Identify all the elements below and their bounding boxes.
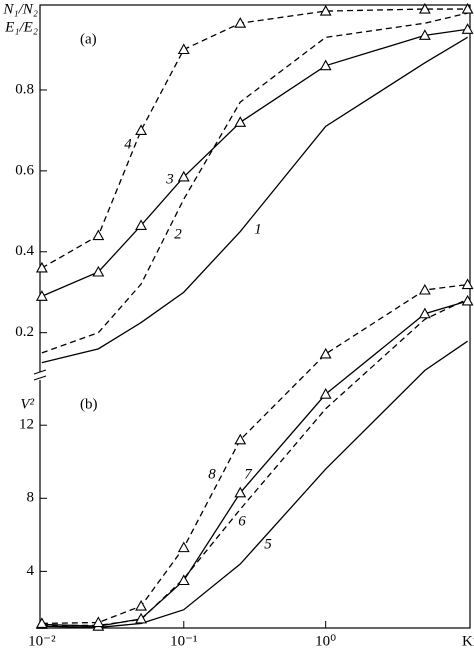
x-tick-label: 10⁻¹ xyxy=(170,633,197,649)
marker xyxy=(92,616,105,628)
series-line xyxy=(41,283,468,625)
plot-frame xyxy=(39,4,471,629)
series-line xyxy=(41,28,468,297)
marker xyxy=(418,307,431,319)
panel-label: (a) xyxy=(80,31,97,47)
marker xyxy=(461,294,474,306)
marker xyxy=(35,290,48,301)
series-label: 3 xyxy=(165,171,174,187)
marker xyxy=(135,219,147,231)
series-line xyxy=(41,340,468,629)
marker xyxy=(35,261,48,273)
series-line xyxy=(41,36,468,364)
series-line xyxy=(41,300,468,627)
marker xyxy=(319,388,332,399)
series-label: 5 xyxy=(264,536,272,552)
series-label: 6 xyxy=(238,513,246,529)
marker xyxy=(234,486,247,498)
marker xyxy=(177,574,190,586)
marker xyxy=(135,124,147,135)
panel-label: (b) xyxy=(80,396,98,412)
x-tick-label: 10⁻² xyxy=(28,633,56,649)
marker xyxy=(461,278,474,290)
y-tick-label: 12 xyxy=(19,417,34,433)
axis-break xyxy=(33,369,47,381)
marker xyxy=(92,265,105,277)
marker xyxy=(461,2,474,14)
y-tick-label: 8 xyxy=(27,490,35,506)
y-axis-label: N₁/N₂ xyxy=(2,1,38,17)
marker xyxy=(177,43,190,55)
marker xyxy=(461,23,474,34)
y-axis-label: E₁/E₂ xyxy=(4,19,38,35)
x-axis-label: Kn xyxy=(462,633,474,649)
marker xyxy=(92,229,105,241)
marker xyxy=(234,433,247,445)
series-line xyxy=(41,298,468,627)
y-tick-label: 0.4 xyxy=(15,243,34,259)
y-tick-label: 4 xyxy=(27,563,35,579)
marker xyxy=(418,283,431,295)
series-line xyxy=(41,8,468,269)
marker xyxy=(35,617,48,628)
series-label: 2 xyxy=(174,226,182,242)
series-label: 1 xyxy=(254,221,262,237)
marker xyxy=(319,4,332,16)
axis-break-gap xyxy=(34,372,46,380)
marker xyxy=(319,347,332,359)
marker xyxy=(135,599,147,611)
x-tick-label: 10⁰ xyxy=(315,633,336,649)
marker xyxy=(418,29,431,40)
series-label: 7 xyxy=(244,466,253,482)
marker xyxy=(319,59,332,71)
marker xyxy=(234,17,247,28)
marker xyxy=(177,541,190,553)
marker xyxy=(418,2,431,14)
series-label: 8 xyxy=(208,466,216,482)
y-tick-label: 0.2 xyxy=(15,324,34,340)
marker xyxy=(177,170,190,182)
series-line xyxy=(41,12,468,354)
marker xyxy=(234,116,247,127)
series-label: 4 xyxy=(124,136,132,152)
y-tick-label: 0.8 xyxy=(15,81,34,97)
y2-axis-label: V² xyxy=(20,396,34,412)
y-tick-label: 0.6 xyxy=(15,162,34,178)
marker xyxy=(135,612,147,624)
